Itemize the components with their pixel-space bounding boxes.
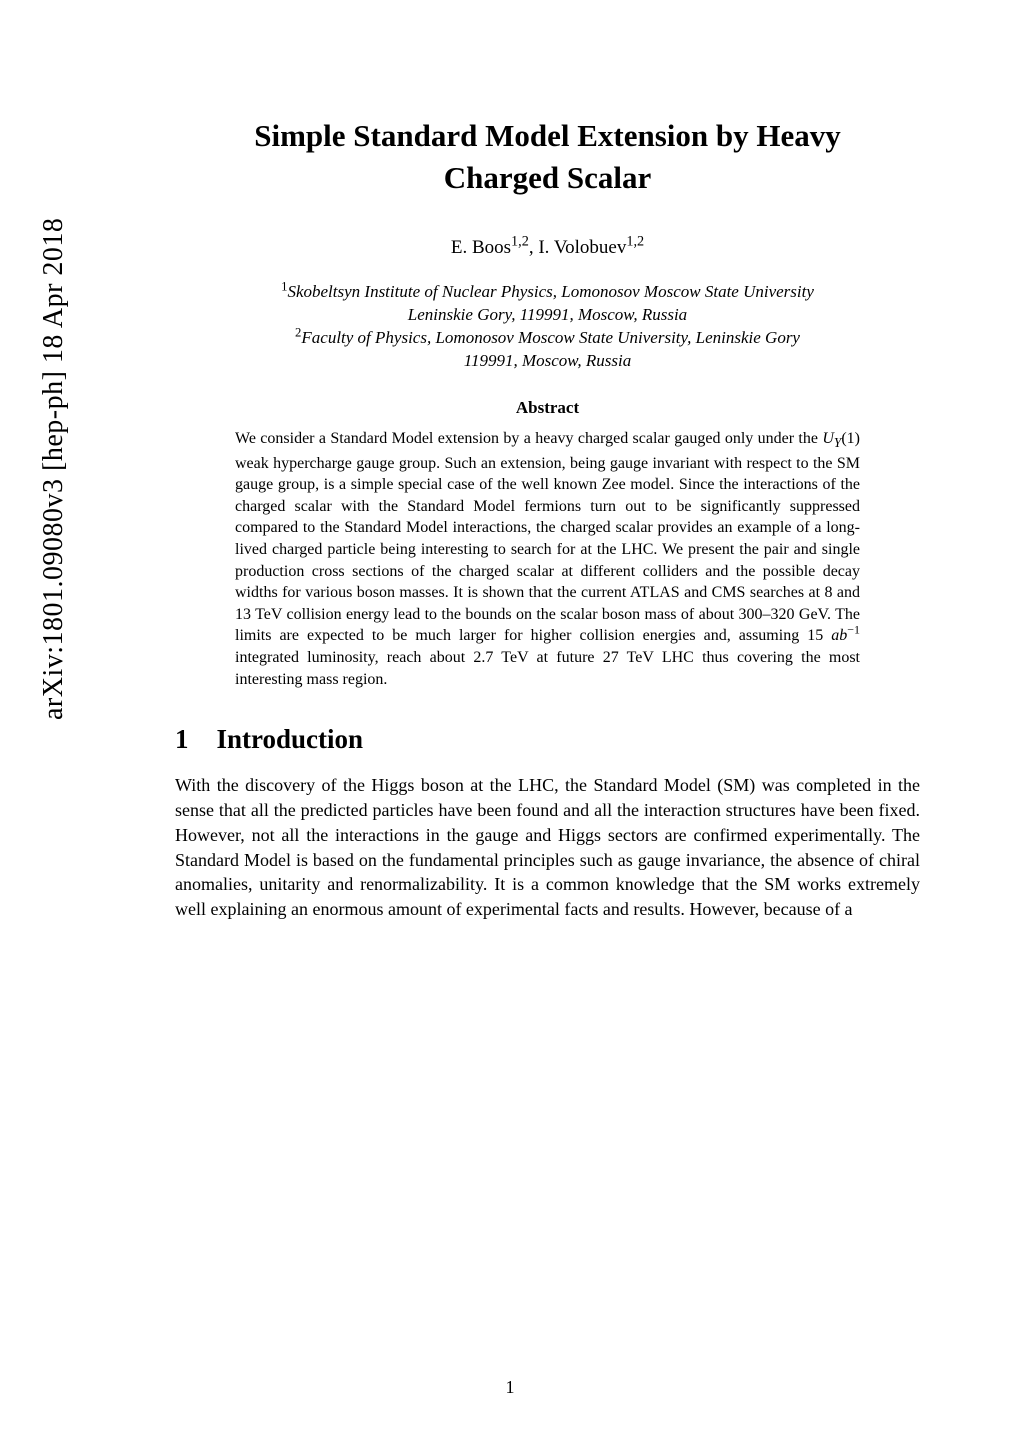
title-line-2: Charged Scalar	[444, 160, 652, 195]
title-line-1: Simple Standard Model Extension by Heavy	[254, 118, 841, 153]
page-content: Simple Standard Model Extension by Heavy…	[175, 0, 920, 922]
affil-1-text: Skobeltsyn Institute of Nuclear Physics,…	[287, 282, 813, 301]
paper-title: Simple Standard Model Extension by Heavy…	[175, 115, 920, 199]
section-1-number: 1	[175, 724, 189, 755]
author-list: E. Boos1,2, I. Volobuev1,2	[175, 237, 920, 259]
affiliation-1-line-1: 1Skobeltsyn Institute of Nuclear Physics…	[175, 281, 920, 304]
abstract-body: We consider a Standard Model extension b…	[235, 428, 860, 690]
section-1-body: With the discovery of the Higgs boson at…	[175, 773, 920, 922]
affiliations: 1Skobeltsyn Institute of Nuclear Physics…	[175, 281, 920, 373]
affil-2-text: Faculty of Physics, Lomonosov Moscow Sta…	[301, 328, 800, 347]
affiliation-1-line-2: Leninskie Gory, 119991, Moscow, Russia	[175, 304, 920, 327]
arxiv-identifier: arXiv:1801.09080v3 [hep-ph] 18 Apr 2018	[38, 218, 70, 720]
abstract-heading: Abstract	[175, 398, 920, 418]
section-1-heading: 1 Introduction	[175, 724, 920, 755]
affiliation-2-line-1: 2Faculty of Physics, Lomonosov Moscow St…	[175, 327, 920, 350]
affiliation-2-line-2: 119991, Moscow, Russia	[175, 350, 920, 373]
page-number: 1	[0, 1377, 1020, 1398]
section-1-title: Introduction	[217, 724, 364, 754]
